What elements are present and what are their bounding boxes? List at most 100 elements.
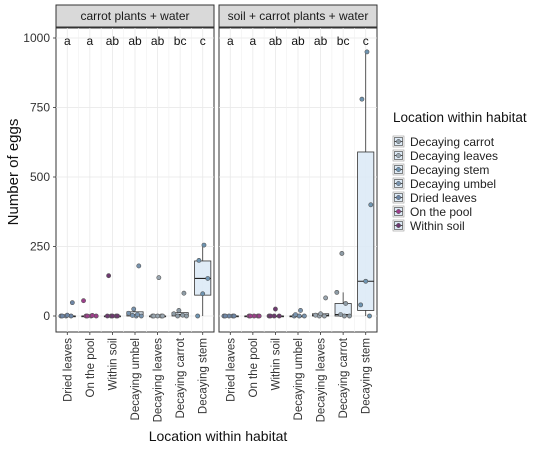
- data-point: [358, 302, 364, 308]
- data-point: [338, 312, 344, 318]
- legend-key-point: [396, 153, 401, 158]
- data-point: [222, 313, 228, 319]
- legend-key-point: [396, 167, 401, 172]
- data-point: [231, 313, 237, 319]
- data-point: [298, 308, 303, 313]
- significance-letter: bc: [337, 34, 350, 48]
- box-decaying-stem: [194, 242, 212, 319]
- x-tick-label: Decaying umbel: [130, 338, 142, 420]
- significance-letter: c: [363, 34, 369, 48]
- data-point: [135, 312, 140, 318]
- data-point: [343, 301, 349, 306]
- x-tick-label: Within soil: [107, 338, 119, 390]
- legend-title: Location within habitat: [393, 110, 527, 125]
- data-point: [196, 257, 202, 263]
- x-tick-label: Dried leaves: [225, 338, 237, 402]
- significance-letter: a: [64, 34, 71, 48]
- x-axis-label: Location within habitat: [149, 428, 288, 444]
- data-point: [339, 251, 345, 256]
- data-point: [131, 306, 137, 312]
- legend-label: Decaying umbel: [410, 177, 496, 191]
- box-within-soil: [266, 306, 284, 319]
- significance-letter: ab: [128, 34, 142, 48]
- data-point: [69, 300, 75, 306]
- y-tick-label: 500: [30, 170, 50, 184]
- box-decaying-leaves: [149, 275, 167, 319]
- panel-title: carrot plants + water: [80, 9, 189, 23]
- data-point: [247, 313, 253, 319]
- panel-strip: [55, 4, 215, 28]
- legend-item: On the pool: [392, 205, 472, 219]
- data-point: [301, 313, 307, 319]
- significance-letter: ab: [291, 34, 305, 48]
- x-tick-label: Within soil: [270, 338, 282, 390]
- data-point: [313, 312, 318, 318]
- legend-item: Decaying stem: [392, 163, 489, 177]
- data-point: [334, 289, 340, 295]
- legend-key-point: [396, 223, 401, 228]
- box-dried-leaves: [58, 300, 76, 319]
- data-point: [176, 308, 182, 313]
- data-point: [136, 263, 142, 269]
- x-tick-label: On the pool: [85, 338, 97, 397]
- legend-key-point: [396, 195, 401, 200]
- legend-item: Within soil: [392, 219, 465, 233]
- data-point: [318, 311, 323, 317]
- legend-label: Decaying stem: [410, 163, 489, 177]
- data-point: [200, 291, 206, 297]
- data-point: [367, 313, 372, 319]
- x-tick-label: Decaying leaves: [153, 338, 165, 423]
- data-point: [156, 275, 162, 281]
- legend-key-point: [396, 209, 401, 214]
- legend-label: Within soil: [410, 219, 465, 233]
- box-decaying-stem: [357, 49, 375, 319]
- data-point: [171, 311, 177, 317]
- significance-letter: a: [250, 34, 257, 48]
- legend-key-point: [396, 181, 401, 186]
- x-tick-label: Decaying stem: [198, 338, 210, 414]
- legend-label: Dried leaves: [410, 191, 477, 205]
- x-tick-label: Decaying carrot: [175, 337, 187, 418]
- data-point: [106, 273, 112, 279]
- box-dried-leaves: [221, 313, 239, 319]
- legend-item: Decaying umbel: [392, 177, 496, 191]
- data-point: [104, 313, 110, 319]
- data-point: [195, 313, 201, 319]
- y-axis: 0 250 500 750 1000: [23, 31, 56, 323]
- y-axis-label: Number of eggs: [5, 119, 22, 226]
- significance-letter: ab: [314, 34, 328, 48]
- data-point: [364, 49, 370, 55]
- data-point: [323, 295, 329, 301]
- data-point: [267, 313, 273, 319]
- box-iqr: [357, 151, 375, 311]
- legend-label: Decaying leaves: [410, 149, 498, 163]
- box-decaying-carrot: [171, 290, 189, 319]
- box-decaying-umbel: [126, 263, 144, 319]
- data-point: [205, 276, 211, 281]
- y-tick-label: 250: [30, 240, 50, 254]
- x-tick-label: Decaying umbel: [293, 338, 305, 420]
- data-point: [184, 313, 189, 319]
- data-point: [130, 313, 135, 318]
- data-point: [256, 313, 262, 319]
- data-point: [59, 313, 65, 319]
- legend-item: Decaying leaves: [392, 149, 498, 163]
- data-point: [321, 313, 327, 319]
- data-point: [359, 96, 365, 102]
- significance-letter: a: [87, 34, 94, 48]
- data-point: [81, 298, 86, 304]
- data-point: [115, 313, 120, 319]
- data-point: [151, 313, 157, 319]
- data-point: [89, 313, 95, 318]
- data-point: [68, 313, 74, 319]
- data-point: [84, 313, 90, 319]
- panel-strip: [218, 4, 378, 28]
- data-point: [347, 313, 352, 319]
- box-within-soil: [103, 273, 121, 319]
- data-point: [175, 313, 181, 319]
- significance-letter: a: [227, 34, 234, 48]
